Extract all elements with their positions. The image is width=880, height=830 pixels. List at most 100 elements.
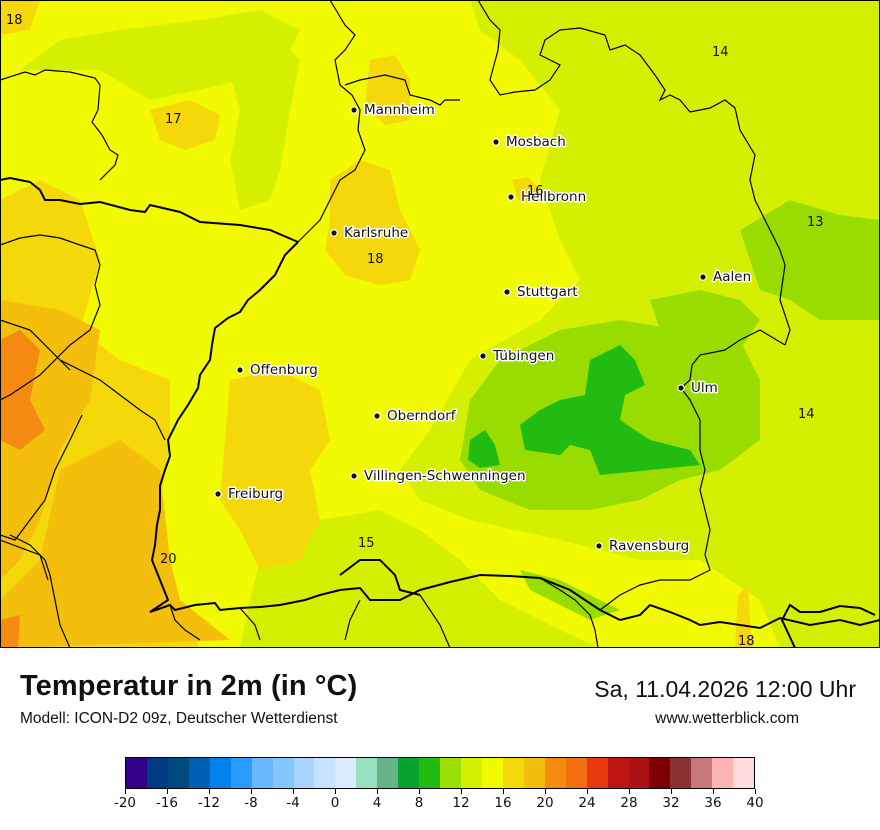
tick-label: 36 [704, 795, 722, 811]
tick-mark [418, 789, 420, 794]
city-dot-icon [503, 288, 511, 296]
city-dot-icon [479, 352, 487, 360]
city-villingen-schwenningen: Villingen-Schwenningen [350, 467, 527, 486]
city-label: Ulm [691, 380, 718, 396]
city-dot-icon [677, 384, 685, 392]
tick-mark [250, 789, 252, 794]
field-16-18-nw [0, 0, 40, 35]
colorbar-bin [293, 758, 315, 788]
border-rhine [149, 241, 299, 613]
temperature-value-label: 13 [807, 215, 824, 230]
colorbar-bin [502, 758, 524, 788]
city-ulm: Ulm [677, 379, 719, 398]
temperature-value-label: 16 [527, 184, 544, 199]
city-label: Ravensburg [609, 538, 689, 554]
border-bw-hessen [344, 74, 460, 106]
colorbar-bin [419, 758, 441, 788]
city-dot-icon [330, 229, 338, 237]
tick-label: 24 [578, 795, 596, 811]
border-saar [0, 234, 101, 401]
tick-label: 40 [746, 795, 764, 811]
border-north-palatinate [0, 176, 299, 243]
border-bavaria-austria [619, 603, 880, 630]
colorbar-bin [461, 758, 482, 788]
temperature-value-label: 17 [165, 112, 182, 127]
temperature-map: Mannheim Mosbach Heilbronn Karlsruhe Aalen St… [0, 0, 880, 648]
colorbar-bin [377, 758, 399, 788]
city-dot-icon [595, 542, 603, 550]
border-rlp-hessen [297, 0, 366, 243]
colorbar-bin [230, 758, 252, 788]
tick-label: -12 [197, 795, 221, 811]
temperature-value-label: 15 [358, 536, 375, 551]
border-bw-bavaria-north [477, 0, 791, 346]
border-ulm [599, 329, 786, 611]
border-se-austria [780, 603, 876, 648]
colorbar-bin [188, 758, 210, 788]
borders [0, 0, 880, 648]
city-t-bingen: Tübingen [479, 347, 556, 366]
colorbar-bin [272, 758, 294, 788]
tick-mark [502, 789, 504, 794]
colorbar-bin [733, 758, 755, 788]
colorbar-bin [335, 758, 357, 788]
colorbar-bin [586, 758, 608, 788]
colorbar-bin [544, 758, 566, 788]
field-10-12-east [740, 200, 880, 320]
field-10-12-aalen [650, 290, 760, 350]
tick-mark [586, 789, 588, 794]
border-sw-swiss [0, 539, 261, 641]
field-12-14-north [20, 10, 300, 100]
field-20-22-sw [0, 615, 20, 648]
tick-label: -4 [286, 795, 300, 811]
city-markers: Mannheim Mosbach Heilbronn Karlsruhe Aalen St… [214, 101, 753, 556]
field-12-14-sw [240, 510, 600, 648]
city-freiburg: Freiburg [214, 485, 285, 504]
city-dot-icon [507, 193, 515, 201]
colorbar-bin [146, 758, 168, 788]
colorbar-bin [251, 758, 273, 788]
border-bodensee [339, 559, 421, 596]
tick-mark [460, 789, 462, 794]
temperature-value-label: 18 [6, 13, 23, 28]
temperature-value-label: 14 [712, 45, 729, 60]
colorbar-bin [314, 758, 336, 788]
field-16-18-karlsruhe [325, 160, 420, 285]
temperature-value-label: 18 [738, 634, 755, 648]
city-karlsruhe: Karlsruhe [330, 224, 410, 243]
valid-datetime: Sa, 11.04.2026 12:00 Uhr [594, 676, 856, 702]
temperature-value-label: 18 [367, 252, 384, 267]
city-dot-icon [214, 490, 222, 498]
tick-mark [208, 789, 210, 794]
city-label: Tübingen [492, 348, 554, 364]
tick-mark [124, 789, 126, 794]
field-8-10-west [468, 430, 500, 468]
tick-mark [292, 789, 294, 794]
colorbar-bin [607, 758, 629, 788]
colorbar-bin [209, 758, 231, 788]
colorbar-bin [126, 758, 147, 788]
field-8-10 [520, 345, 700, 475]
border-west-internal [0, 69, 119, 181]
field-16-18-17 [150, 100, 220, 150]
city-dot-icon [350, 472, 358, 480]
value-labels: 18 17 14 16 13 18 14 15 20 18 [6, 13, 824, 648]
tick-label: 0 [330, 795, 340, 811]
field-16-18-mannheim [365, 55, 410, 125]
tick-label: -16 [155, 795, 179, 811]
colorbar-bin [670, 758, 692, 788]
field-20-22 [0, 330, 45, 450]
city-stuttgart: Stuttgart [503, 283, 579, 302]
city-offenburg: Offenburg [236, 361, 319, 380]
city-label: Villingen-Schwenningen [364, 468, 526, 484]
tick-label: -20 [113, 795, 137, 811]
city-label: Stuttgart [517, 284, 578, 300]
tick-mark [166, 789, 168, 794]
tick-label: 16 [494, 795, 512, 811]
colorbar-bin [481, 758, 503, 788]
colorbar-bin [167, 758, 189, 788]
city-oberndorf: Oberndorf [373, 407, 458, 426]
colorbar-bin [440, 758, 461, 788]
colorbar-bin [565, 758, 587, 788]
tick-label: 4 [372, 795, 382, 811]
